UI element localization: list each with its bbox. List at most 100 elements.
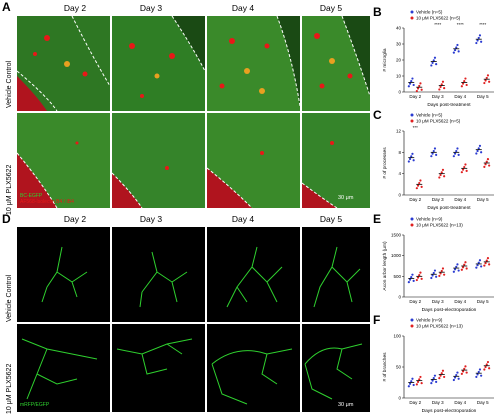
x-axis-label: Days post-treatment	[427, 102, 471, 108]
data-point	[456, 263, 459, 266]
y-tick-label: 12	[396, 129, 402, 134]
data-point	[460, 372, 463, 375]
row-label-a-plx: 10 μM PLX5622	[6, 164, 13, 215]
legend-marker	[410, 16, 414, 20]
y-tick-label: 100	[393, 334, 401, 339]
data-point	[477, 261, 480, 264]
y-tick-label: 30	[396, 42, 402, 47]
microglia-image-plx-day5	[302, 113, 370, 208]
data-point	[476, 39, 479, 42]
data-point	[430, 64, 433, 67]
data-point	[435, 63, 438, 66]
x-tick-label: Day 3	[432, 400, 444, 405]
panel-letter-f: F	[373, 313, 381, 327]
microglia-image-vehicle-day2	[17, 16, 110, 111]
data-point	[439, 374, 442, 377]
axon-image-vehicle-day4	[207, 227, 300, 322]
data-point	[435, 153, 438, 156]
data-point	[461, 370, 465, 373]
overlay-hoechst-label: AF568-Isolectin B4 / IB4	[20, 199, 74, 205]
data-point	[415, 187, 418, 190]
data-point	[465, 83, 468, 87]
data-point	[484, 262, 487, 265]
x-tick-label: Day 3	[432, 197, 444, 202]
data-point	[415, 89, 418, 93]
data-point	[430, 155, 433, 158]
data-point	[478, 259, 482, 262]
data-point	[475, 41, 478, 45]
data-point	[476, 149, 479, 153]
data-point	[440, 269, 443, 273]
data-point	[483, 165, 486, 168]
data-point	[455, 265, 458, 268]
data-point	[415, 278, 418, 282]
data-point	[455, 149, 458, 153]
data-point	[476, 264, 479, 267]
x-tick-label: Day 2	[409, 94, 421, 99]
y-tick-label: 1000	[391, 253, 402, 258]
data-point	[477, 370, 480, 374]
overlay-mrfp-label: mRFP/EGFP	[20, 402, 50, 408]
axon-image-vehicle-day5	[302, 227, 370, 322]
data-point	[407, 85, 410, 88]
legend-label: Vehicle (n=5)	[416, 113, 443, 118]
data-point	[488, 164, 491, 167]
data-point	[432, 149, 435, 153]
x-tick-label: Day 2	[409, 197, 421, 202]
data-point	[435, 380, 438, 383]
data-point	[411, 152, 414, 155]
axon-image-vehicle-day2	[17, 227, 110, 322]
data-point	[457, 377, 460, 380]
data-point	[460, 268, 463, 271]
y-tick-label: 8	[398, 150, 401, 155]
legend-marker	[410, 217, 414, 221]
data-point	[416, 87, 420, 90]
legend-label: Vehicle (n=9)	[416, 217, 443, 222]
chart-b: 0 10 20 30 40 Day 2 Day 3 Day 4 Day 5 Days post-t…	[382, 10, 494, 108]
data-point	[438, 88, 441, 91]
y-axis-label: # of processes	[382, 147, 388, 179]
data-point	[438, 377, 441, 380]
data-point	[407, 385, 410, 388]
data-point	[452, 270, 455, 273]
data-point	[439, 85, 442, 88]
data-point	[488, 80, 491, 83]
data-point	[430, 382, 433, 385]
data-point	[483, 368, 486, 371]
data-point	[408, 82, 412, 85]
data-point	[411, 273, 414, 276]
data-point	[410, 276, 413, 279]
legend-label: 10 μM PLX5622 (n=13)	[416, 324, 463, 329]
data-point	[432, 59, 435, 62]
panel-letter-e: E	[373, 212, 382, 226]
data-point	[452, 155, 455, 158]
scale-bar-a-label: 30 μm	[338, 195, 354, 201]
data-point	[441, 80, 445, 83]
data-point	[412, 383, 415, 387]
data-point	[430, 276, 433, 280]
y-tick-label: 40	[396, 26, 402, 31]
data-point	[431, 379, 434, 382]
day-label-a-2: Day 3	[139, 3, 163, 13]
microglia-image-plx-day3	[112, 113, 205, 208]
data-point	[480, 374, 483, 377]
day-label-a-1: Day 2	[63, 3, 87, 13]
data-point	[412, 159, 415, 162]
data-point	[420, 382, 423, 385]
data-point	[418, 378, 421, 381]
x-tick-label: Day 4	[454, 400, 466, 405]
data-point	[433, 374, 437, 377]
x-tick-label: Day 5	[477, 94, 489, 99]
data-point	[476, 373, 479, 376]
legend-label: Vehicle (n=9)	[416, 318, 443, 323]
data-point	[452, 378, 455, 382]
data-point	[441, 168, 445, 171]
x-tick-label: Day 4	[454, 299, 466, 304]
data-point	[456, 147, 459, 150]
data-point	[480, 40, 483, 43]
data-point	[486, 158, 490, 161]
data-point	[419, 271, 422, 274]
data-point	[460, 85, 463, 88]
